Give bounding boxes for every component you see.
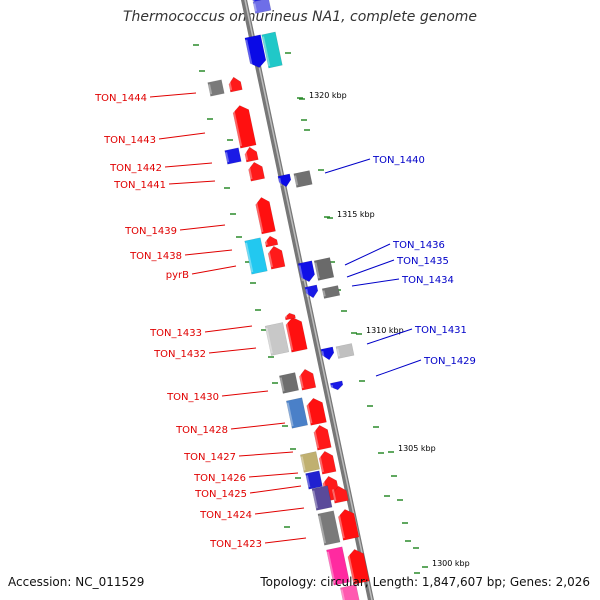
map-title: Thermococcus onnurineus NA1, complete ge… xyxy=(122,9,478,25)
label-leader-line xyxy=(346,259,395,278)
forward-gene-arrow[interactable] xyxy=(247,161,266,182)
forward-gene-arrow[interactable] xyxy=(347,548,370,585)
gene-label-forward[interactable]: TON_1426 xyxy=(193,473,246,484)
reverse-gene-arrow[interactable] xyxy=(320,346,335,361)
label-leader-line xyxy=(375,359,422,377)
forward-gene-arrow[interactable] xyxy=(318,450,337,475)
gene-label-forward[interactable]: TON_1427 xyxy=(183,452,236,463)
label-leader-line xyxy=(221,390,269,397)
label-leader-line xyxy=(184,249,233,256)
reverse-gene-arrow[interactable] xyxy=(330,380,344,391)
label-leader-line xyxy=(366,328,413,345)
scale-label: 1315 kbp xyxy=(337,210,375,219)
forward-gene-arrow[interactable] xyxy=(337,508,360,541)
genome-backbone xyxy=(240,0,375,600)
gene-block[interactable] xyxy=(261,31,283,69)
label-leader-line xyxy=(248,472,299,478)
gene-label-forward[interactable]: TON_1444 xyxy=(94,93,147,104)
reverse-gene-arrow[interactable] xyxy=(244,34,267,70)
forward-gene-arrow[interactable] xyxy=(313,424,332,451)
forward-gene-arrow[interactable] xyxy=(228,76,243,93)
gene-block[interactable] xyxy=(293,170,313,188)
forward-gene-arrow[interactable] xyxy=(244,146,259,163)
gene-label-forward[interactable]: TON_1424 xyxy=(199,510,252,521)
gene-block[interactable] xyxy=(224,147,242,165)
gene-label-forward[interactable]: pyrB xyxy=(166,270,189,281)
label-leader-line xyxy=(204,325,253,333)
label-leader-line xyxy=(179,224,226,231)
gene-block[interactable] xyxy=(305,470,323,490)
scale-label: 1310 kbp xyxy=(366,326,404,335)
gene-label-forward[interactable]: TON_1430 xyxy=(166,392,219,403)
forward-gene-arrow[interactable] xyxy=(285,316,308,353)
gene-label-forward[interactable]: TON_1425 xyxy=(194,489,247,500)
gene-label-forward[interactable]: TON_1433 xyxy=(149,328,202,339)
label-leader-line xyxy=(264,537,307,544)
scale-label: 1305 kbp xyxy=(398,444,436,453)
gene-label-forward[interactable]: TON_1443 xyxy=(103,135,156,146)
label-leader-line xyxy=(324,158,371,174)
gene-block[interactable] xyxy=(252,0,272,14)
gene-block[interactable] xyxy=(321,285,341,299)
label-leader-line xyxy=(158,132,206,140)
gene-label-reverse[interactable]: TON_1431 xyxy=(414,325,467,336)
forward-gene-arrow[interactable] xyxy=(264,235,279,248)
label-leader-line xyxy=(208,347,257,354)
gene-block[interactable] xyxy=(264,322,290,356)
gene-label-reverse[interactable]: TON_1440 xyxy=(372,155,425,166)
label-leader-line xyxy=(164,162,213,168)
gene-block[interactable] xyxy=(285,397,309,429)
forward-gene-arrow[interactable] xyxy=(331,485,349,504)
gene-block[interactable] xyxy=(300,451,320,473)
reverse-gene-arrow[interactable] xyxy=(304,284,319,299)
gene-block[interactable] xyxy=(279,372,299,394)
gene-block[interactable] xyxy=(326,546,350,586)
label-leader-line xyxy=(230,422,286,430)
genome-backbone-highlight xyxy=(244,0,373,600)
label-leader-line xyxy=(191,265,237,275)
accession-text: Accession: NC_011529 xyxy=(8,575,145,589)
forward-gene-arrow[interactable] xyxy=(284,312,296,321)
gene-block[interactable] xyxy=(335,343,355,359)
label-leader-line xyxy=(254,507,305,515)
label-leader-line xyxy=(168,180,216,185)
label-leader-line xyxy=(238,451,294,457)
gene-label-reverse[interactable]: TON_1436 xyxy=(392,240,445,251)
gene-label-forward[interactable]: TON_1428 xyxy=(175,425,228,436)
scale-label: 1320 kbp xyxy=(309,91,347,100)
label-leader-line xyxy=(344,243,391,266)
gene-label-reverse[interactable]: TON_1429 xyxy=(423,356,476,367)
reverse-gene-arrow[interactable] xyxy=(277,173,292,188)
forward-gene-arrow[interactable] xyxy=(232,104,257,149)
gene-label-reverse[interactable]: TON_1434 xyxy=(401,275,454,286)
genome-summary-text: Topology: circular; Length: 1,847,607 bp… xyxy=(260,575,590,589)
forward-gene-arrow[interactable] xyxy=(267,245,286,270)
gene-block[interactable] xyxy=(313,257,335,281)
gene-block[interactable] xyxy=(244,237,268,275)
scale-label: 1300 kbp xyxy=(432,559,470,568)
gene-label-forward[interactable]: TON_1439 xyxy=(124,226,177,237)
gene-label-forward[interactable]: TON_1442 xyxy=(109,163,162,174)
gene-label-reverse[interactable]: TON_1435 xyxy=(396,256,449,267)
label-leader-line xyxy=(249,485,302,494)
label-leader-line xyxy=(149,92,197,98)
gene-label-forward[interactable]: TON_1423 xyxy=(209,539,262,550)
gene-label-forward[interactable]: TON_1441 xyxy=(113,180,166,191)
gene-block[interactable] xyxy=(311,485,333,511)
forward-gene-arrow[interactable] xyxy=(305,397,327,426)
label-leader-line xyxy=(351,278,400,287)
gene-block[interactable] xyxy=(317,510,341,546)
reverse-gene-arrow[interactable] xyxy=(297,260,316,283)
gene-block[interactable] xyxy=(207,79,225,97)
gene-label-forward[interactable]: TON_1438 xyxy=(129,251,182,262)
forward-gene-arrow[interactable] xyxy=(298,368,317,391)
forward-gene-arrow[interactable] xyxy=(254,196,276,235)
gene-label-forward[interactable]: TON_1432 xyxy=(153,349,206,360)
